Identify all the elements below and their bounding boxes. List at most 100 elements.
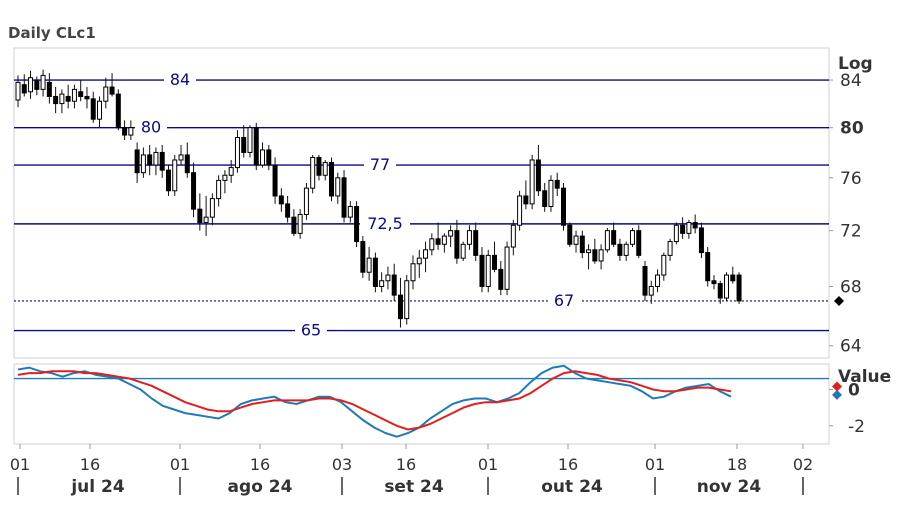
month-label-out-24: out 24 (541, 477, 603, 497)
candle-up (441, 235, 447, 245)
y-tick-label-68: 68 (840, 277, 862, 297)
candle-down (134, 149, 140, 174)
candle-up (140, 154, 146, 174)
oscillator-title: Value (838, 367, 891, 387)
level-label-bg (548, 291, 580, 310)
candle-up (410, 263, 416, 282)
x-tick-label-03: 03 (332, 455, 352, 474)
oscillator-panel (13, 363, 830, 445)
horizontal-levels: 84 80 77 72,5 67 65 (14, 70, 829, 340)
x-axis: 01 16 01 16 03 16 01 16 01 18 02 jul 24 ago 24 set 24… (10, 444, 813, 497)
candle-down (479, 254, 485, 287)
candle-down (109, 86, 115, 95)
x-tick-label-01: 01 (478, 455, 498, 474)
level-label-72,5: 72,5 (367, 214, 403, 233)
candle-down (165, 169, 171, 192)
candle-up (209, 198, 215, 218)
candle-up (40, 74, 46, 90)
candle-down (617, 243, 623, 256)
x-tick-label-01: 01 (645, 455, 665, 474)
candle-down (21, 84, 27, 94)
candle-up (322, 162, 328, 176)
candle-down (636, 230, 642, 256)
candle-up (460, 243, 466, 259)
candle-down (717, 283, 723, 299)
level-label-bg (135, 118, 167, 137)
candle-up (529, 159, 535, 205)
candle-up (724, 274, 730, 299)
candle-up (517, 195, 523, 226)
candle-up (153, 151, 159, 166)
oscillator-red-line (17, 370, 732, 431)
osc-tick-label--2: -2 (848, 417, 865, 437)
level-label-bg (295, 321, 327, 340)
candle-up (71, 88, 77, 102)
candle-down (34, 79, 40, 90)
candle-up (234, 137, 240, 169)
candle-down (122, 127, 128, 136)
candle-up (429, 238, 435, 251)
level-label-67: 67 (554, 291, 574, 310)
candle-down (354, 206, 360, 243)
candle-up (310, 156, 316, 189)
candle-up (203, 216, 209, 224)
level-label-65: 65 (301, 321, 321, 340)
candle-up (423, 249, 429, 259)
candle-down (554, 179, 560, 189)
candle-down (642, 266, 648, 296)
level-label-80: 80 (141, 118, 161, 137)
level-label-bg (164, 71, 196, 90)
candle-down (705, 252, 711, 282)
candle-up (504, 246, 510, 290)
x-tick-label-16: 16 (80, 455, 100, 474)
chart-title: Daily CLc1 (8, 24, 96, 42)
price-panel (13, 47, 830, 359)
x-tick-label-16: 16 (250, 455, 270, 474)
red-value-marker (832, 381, 842, 392)
candle-down (316, 156, 322, 176)
candle-down (567, 224, 573, 245)
candle-up (379, 280, 385, 287)
candle-up (385, 274, 391, 282)
candle-up (128, 127, 134, 136)
x-tick-label-02: 02 (793, 455, 813, 474)
month-label-nov-24: nov 24 (697, 477, 762, 497)
candle-up (548, 179, 554, 208)
osc-tick-label-0: 0 (848, 380, 860, 400)
candle-up (598, 249, 604, 262)
candle-down (253, 127, 259, 166)
candle-down (736, 274, 742, 302)
candle-down (391, 274, 397, 296)
candle-down (560, 187, 566, 226)
candle-up (448, 230, 454, 237)
candle-up (303, 187, 309, 215)
candle-down (341, 177, 347, 218)
candle-down (291, 216, 297, 234)
candle-up (673, 224, 679, 243)
candle-up (629, 230, 635, 245)
x-tick-label-01: 01 (170, 455, 190, 474)
candle-up (260, 149, 266, 166)
candle-down (535, 159, 541, 192)
level-label-bg (364, 156, 396, 175)
month-label-jul-24: jul 24 (70, 477, 125, 497)
candle-down (473, 230, 479, 256)
candle-up (416, 257, 422, 265)
candle-up (623, 243, 629, 256)
candle-up (15, 81, 21, 101)
candle-down (435, 238, 441, 245)
candle-up (404, 280, 410, 320)
candle-up (28, 77, 34, 93)
candle-down (147, 154, 153, 166)
y-tick-label-80: 80 (840, 119, 864, 139)
candle-up (655, 274, 661, 287)
candle-down (523, 195, 529, 205)
candle-down (542, 190, 548, 208)
candle-up (172, 159, 178, 192)
oscillator-lines (14, 364, 829, 438)
price-panel-frame (13, 47, 830, 359)
candle-up (661, 254, 667, 276)
level-label-bg (360, 214, 410, 233)
candle-up (59, 93, 65, 105)
